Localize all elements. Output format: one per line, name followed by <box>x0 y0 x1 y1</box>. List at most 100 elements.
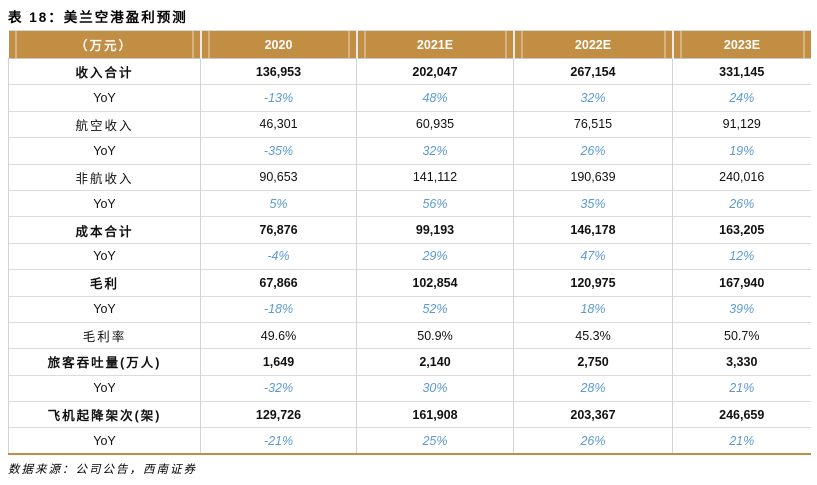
value-cell: 203,367 <box>513 401 673 428</box>
value-cell: 167,940 <box>672 269 811 297</box>
header-cell-unit: （万元） <box>8 30 201 59</box>
value-cell: 26% <box>513 137 673 165</box>
value-cell: 129,726 <box>200 401 357 428</box>
table-row: YoY -35% 32% 26% 19% <box>8 137 811 165</box>
table-row: 飞机起降架次(架) 129,726 161,908 203,367 246,659 <box>8 401 811 428</box>
table-row: YoY -18% 52% 18% 39% <box>8 295 811 323</box>
table-row: 成本合计 76,876 99,193 146,178 163,205 <box>8 216 811 244</box>
row-label-cell: YoY <box>8 137 201 165</box>
table-row: 非航收入 90,653 141,112 190,639 240,016 <box>8 163 811 191</box>
value-cell: 21% <box>672 427 811 456</box>
table-row: YoY -4% 29% 47% 12% <box>8 242 811 270</box>
value-cell: 190,639 <box>513 163 673 191</box>
value-cell: 19% <box>672 137 811 165</box>
row-label-cell: 飞机起降架次(架) <box>8 401 201 428</box>
table-row: 航空收入 46,301 60,935 76,515 91,129 <box>8 110 811 138</box>
table-row: 旅客吞吐量(万人) 1,649 2,140 2,750 3,330 <box>8 348 811 376</box>
value-cell: 163,205 <box>672 216 811 244</box>
value-cell: 161,908 <box>356 401 514 428</box>
value-cell: 47% <box>513 242 673 270</box>
table-title: 表 18：美兰空港盈利预测 <box>8 10 188 25</box>
value-cell: 146,178 <box>513 216 673 244</box>
profit-forecast-table: （万元） 2020 2021E 2022E 2023E 收入合计 136,953 2… <box>8 30 811 456</box>
value-cell: -32% <box>200 374 357 402</box>
value-cell: 35% <box>513 189 673 217</box>
value-cell: 240,016 <box>672 163 811 191</box>
table-row: YoY -13% 48% 32% 24% <box>8 84 811 112</box>
value-cell: 48% <box>356 84 514 112</box>
table-row: 收入合计 136,953 202,047 267,154 331,145 <box>8 58 811 85</box>
value-cell: 28% <box>513 374 673 402</box>
data-source-note: 数据来源：公司公告，西南证券 <box>8 464 197 476</box>
row-label-cell: 航空收入 <box>8 110 201 138</box>
row-label-cell: YoY <box>8 427 201 456</box>
value-cell: 18% <box>513 295 673 323</box>
value-cell: 49.6% <box>200 321 357 349</box>
value-cell: 26% <box>672 189 811 217</box>
table-row: 毛利率 49.6% 50.9% 45.3% 50.7% <box>8 321 811 349</box>
row-label-cell: YoY <box>8 84 201 112</box>
value-cell: 67,866 <box>200 269 357 297</box>
value-cell: 1,649 <box>200 348 357 376</box>
header-row: （万元） 2020 2021E 2022E 2023E <box>8 30 811 59</box>
value-cell: 2,140 <box>356 348 514 376</box>
value-cell: 102,854 <box>356 269 514 297</box>
value-cell: 3,330 <box>672 348 811 376</box>
row-label-cell: 非航收入 <box>8 163 201 191</box>
table-row: YoY -32% 30% 28% 21% <box>8 374 811 402</box>
row-label-cell: YoY <box>8 242 201 270</box>
value-cell: 30% <box>356 374 514 402</box>
value-cell: 267,154 <box>513 58 673 85</box>
value-cell: 21% <box>672 374 811 402</box>
value-cell: 45.3% <box>513 321 673 349</box>
table-row: 毛利 67,866 102,854 120,975 167,940 <box>8 269 811 297</box>
value-cell: 39% <box>672 295 811 323</box>
table-row: YoY 5% 56% 35% 26% <box>8 189 811 217</box>
value-cell: 331,145 <box>672 58 811 85</box>
row-label-cell: 毛利 <box>8 269 201 297</box>
row-label-cell: YoY <box>8 189 201 217</box>
value-cell: 5% <box>200 189 357 217</box>
row-label-cell: 成本合计 <box>8 216 201 244</box>
value-cell: 56% <box>356 189 514 217</box>
value-cell: 136,953 <box>200 58 357 85</box>
value-cell: 202,047 <box>356 58 514 85</box>
value-cell: 141,112 <box>356 163 514 191</box>
value-cell: 12% <box>672 242 811 270</box>
value-cell: 120,975 <box>513 269 673 297</box>
header-cell-2020: 2020 <box>199 30 357 59</box>
value-cell: 76,515 <box>513 110 673 138</box>
value-cell: 26% <box>513 427 673 456</box>
value-cell: 91,129 <box>672 110 811 138</box>
row-label-cell: YoY <box>8 295 201 323</box>
value-cell: -13% <box>200 84 357 112</box>
header-cell-2021e: 2021E <box>355 30 514 59</box>
value-cell: 32% <box>513 84 673 112</box>
value-cell: 50.7% <box>672 321 811 349</box>
value-cell: -18% <box>200 295 357 323</box>
value-cell: 60,935 <box>356 110 514 138</box>
value-cell: 52% <box>356 295 514 323</box>
value-cell: 2,750 <box>513 348 673 376</box>
value-cell: 246,659 <box>672 401 811 428</box>
row-label-cell: 毛利率 <box>8 321 201 349</box>
value-cell: 24% <box>672 84 811 112</box>
value-cell: 99,193 <box>356 216 514 244</box>
row-label-cell: 旅客吞吐量(万人) <box>8 348 201 376</box>
header-cell-2022e: 2022E <box>512 30 673 59</box>
value-cell: -21% <box>200 427 357 456</box>
value-cell: 25% <box>356 427 514 456</box>
value-cell: 50.9% <box>356 321 514 349</box>
value-cell: 46,301 <box>200 110 357 138</box>
row-label-cell: 收入合计 <box>8 58 201 85</box>
value-cell: 90,653 <box>200 163 357 191</box>
row-label-cell: YoY <box>8 374 201 402</box>
value-cell: -35% <box>200 137 357 165</box>
value-cell: 32% <box>356 137 514 165</box>
value-cell: -4% <box>200 242 357 270</box>
table-row: YoY -21% 25% 26% 21% <box>8 427 811 456</box>
value-cell: 29% <box>356 242 514 270</box>
table-body: 收入合计 136,953 202,047 267,154 331,145 YoY -13% 4… <box>8 58 811 456</box>
value-cell: 76,876 <box>200 216 357 244</box>
